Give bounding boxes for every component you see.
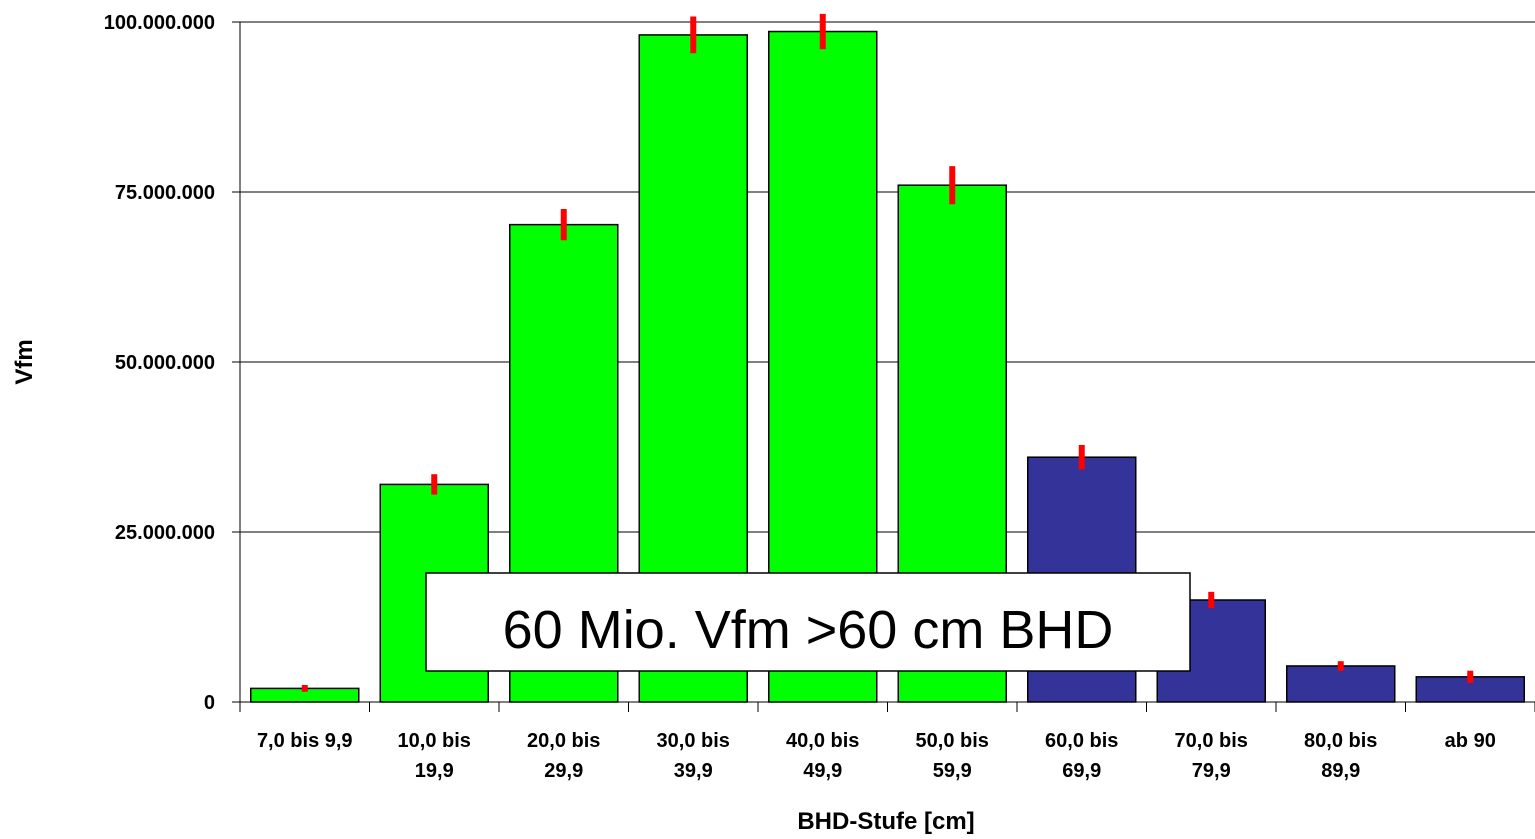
y-tick-label: 75.000.000 (115, 182, 215, 204)
x-tick-label: 10,0 bis 19,9 (398, 730, 471, 782)
x-tick-label: 70,0 bis 79,9 (1175, 730, 1248, 782)
x-tick-label-line: 59,9 (933, 760, 972, 782)
x-tick-label-line: ab 90 (1445, 730, 1496, 752)
x-tick-label: 50,0 bis 59,9 (916, 730, 989, 782)
y-tick-label: 100.000.000 (104, 12, 215, 34)
x-axis-title: BHD-Stufe [cm] (797, 808, 974, 835)
x-tick-label-line: 50,0 bis (916, 730, 989, 752)
x-tick-label: 7,0 bis 9,9 (257, 730, 353, 752)
x-tick-label: 80,0 bis 89,9 (1304, 730, 1377, 782)
x-tick-label: 60,0 bis 69,9 (1045, 730, 1118, 782)
y-tick-label: 25.000.000 (115, 522, 215, 544)
x-tick-label-line: 40,0 bis (786, 730, 859, 752)
annotation-text: 60 Mio. Vfm >60 cm BHD (503, 600, 1114, 660)
bar (1286, 665, 1396, 703)
x-tick-label-line: 10,0 bis (398, 730, 471, 752)
y-tick-label: 0 (204, 692, 215, 714)
x-tick-label-line: 79,9 (1192, 760, 1231, 782)
x-tick-label-line: 60,0 bis (1045, 730, 1118, 752)
x-tick-label-line: 39,9 (674, 760, 713, 782)
x-tick-label-line: 70,0 bis (1175, 730, 1248, 752)
axes (232, 21, 1535, 712)
x-tick-label: 40,0 bis 49,9 (786, 730, 859, 782)
y-axis-title: Vfm (11, 339, 38, 384)
x-tick-label-line: 80,0 bis (1304, 730, 1377, 752)
x-tick-label-line: 20,0 bis (527, 730, 600, 752)
x-tick-label-line: 30,0 bis (657, 730, 730, 752)
x-tick-label-line: 49,9 (803, 760, 842, 782)
x-tick-label-line: 69,9 (1062, 760, 1101, 782)
error-bars (301, 13, 1474, 692)
x-tick-label: 20,0 bis 29,9 (527, 730, 600, 782)
x-tick-label-line: 7,0 bis 9,9 (257, 730, 353, 752)
y-tick-labels: 0 25.000.000 50.000.000 75.000.000 100.000.0… (104, 12, 215, 714)
gridlines (240, 21, 1535, 533)
x-tick-labels: 7,0 bis 9,9 10,0 bis 19,9 20,0 bis 29,9 30,0 … (257, 730, 1496, 782)
x-tick-label: 30,0 bis 39,9 (657, 730, 730, 782)
x-tick-label: ab 90 (1445, 730, 1496, 752)
y-tick-label: 50.000.000 (115, 352, 215, 374)
x-tick-label-line: 19,9 (415, 760, 454, 782)
x-tick-label-line: 29,9 (544, 760, 583, 782)
annotation-box: 60 Mio. Vfm >60 cm BHD (425, 572, 1191, 672)
x-tick-label-line: 89,9 (1321, 760, 1360, 782)
